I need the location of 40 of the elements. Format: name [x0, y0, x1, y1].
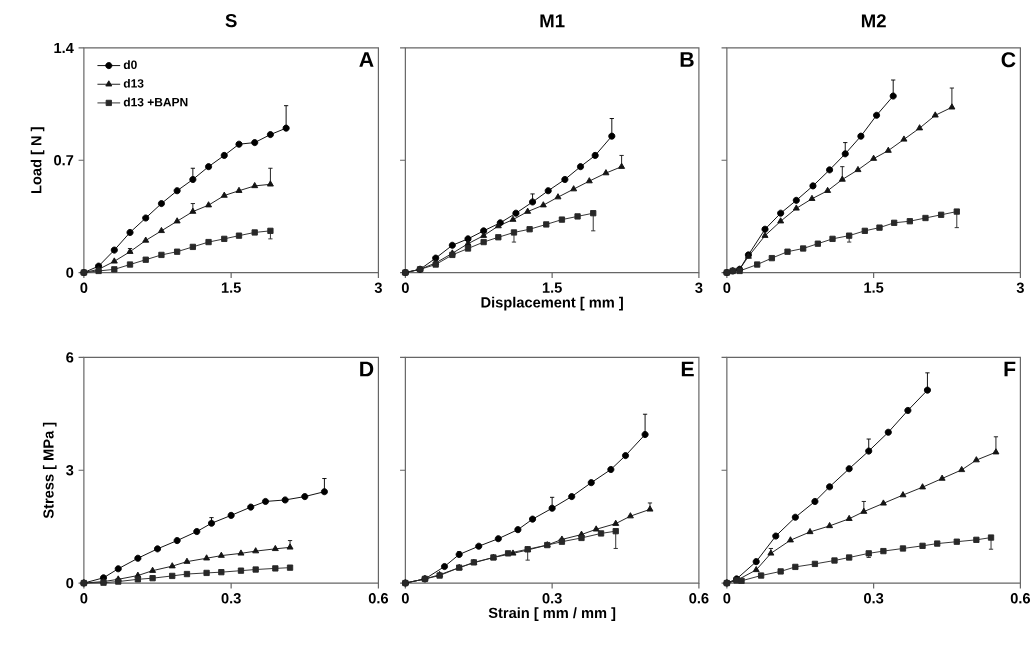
annotation: E — [681, 361, 694, 377]
x-tick-label: 1.5 — [221, 282, 241, 293]
x-tick-label: 3 — [374, 282, 382, 293]
x-tick-label: 3 — [695, 282, 703, 293]
x-tick-label: 0 — [723, 593, 731, 604]
annotation: F — [1004, 361, 1016, 377]
x-tick-label: 0.3 — [542, 593, 562, 604]
legend-label: d13 — [123, 78, 144, 88]
y-axis-title: Stress [ MPa ] — [42, 422, 57, 519]
chart-title: M2 — [861, 14, 886, 28]
x-axis-title: Displacement [ mm ] — [481, 296, 623, 311]
y-tick-label: 1.4 — [54, 42, 74, 53]
x-tick-label: 0.3 — [221, 593, 241, 604]
y-axis-title: Load [ N ] — [30, 127, 45, 194]
x-tick-label: 1.5 — [542, 282, 562, 293]
x-tick-label: 0.3 — [864, 593, 884, 604]
x-tick-label: 0.6 — [689, 593, 709, 604]
legend-label: d0 — [123, 60, 137, 70]
x-tick-label: 1.5 — [864, 282, 884, 293]
x-tick-label: 0 — [80, 282, 88, 293]
y-tick-label: 3 — [66, 465, 74, 476]
annotation: B — [680, 52, 694, 67]
x-tick-label: 3 — [1016, 282, 1024, 293]
x-tick-label: 0 — [80, 593, 88, 604]
y-tick-label: 6 — [66, 352, 74, 363]
legend-label: d13 +BAPN — [123, 97, 188, 107]
chart-title: S — [225, 14, 237, 28]
y-tick-label: 0 — [66, 577, 74, 589]
annotation: D — [360, 361, 374, 377]
annotation: C — [1001, 52, 1016, 68]
x-tick-label: 0.6 — [1010, 593, 1031, 604]
annotation: A — [359, 52, 374, 67]
x-axis-title: Strain [ mm / mm ] — [488, 607, 616, 621]
y-tick-label: 0.7 — [54, 155, 74, 166]
y-tick-label: 0 — [66, 267, 74, 278]
x-tick-label: 0 — [723, 282, 731, 293]
chart-title: M1 — [540, 14, 565, 28]
x-tick-label: 0 — [401, 282, 409, 293]
x-tick-label: 0 — [401, 593, 409, 604]
x-tick-label: 0.6 — [368, 593, 389, 604]
